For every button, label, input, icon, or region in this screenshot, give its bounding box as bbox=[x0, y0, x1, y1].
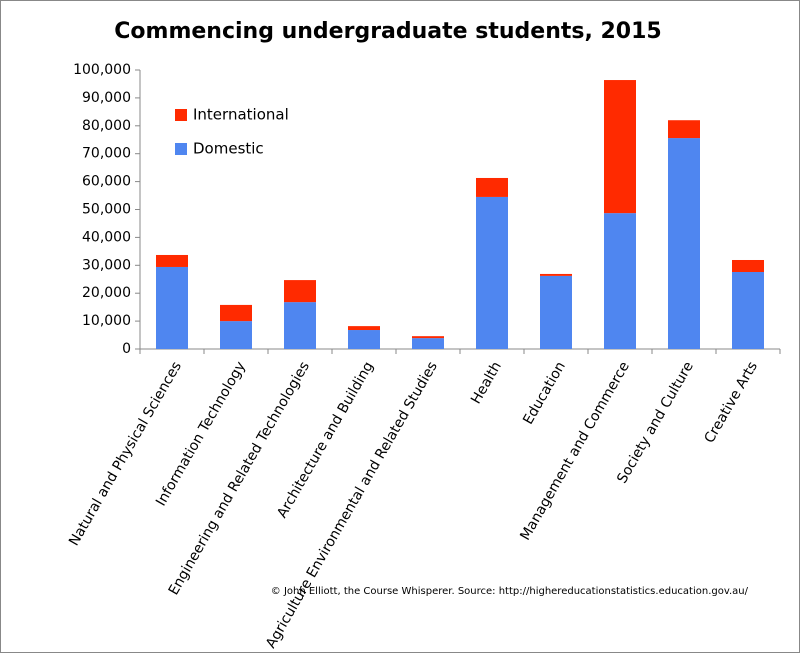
y-tick-label: 90,000 bbox=[82, 90, 131, 106]
y-tick-label: 30,000 bbox=[82, 257, 131, 273]
bar-segment bbox=[604, 213, 636, 349]
y-tick-label: 0 bbox=[122, 341, 131, 357]
bar-segment bbox=[156, 254, 188, 267]
bar-segment bbox=[476, 177, 508, 197]
bar-segment bbox=[284, 302, 316, 349]
y-tick-label: 80,000 bbox=[82, 118, 131, 134]
legend-label: International bbox=[193, 106, 289, 124]
bar-segment bbox=[668, 120, 700, 139]
y-tick-label: 10,000 bbox=[82, 313, 131, 329]
bar-segment bbox=[604, 80, 636, 214]
legend-swatch bbox=[175, 143, 187, 155]
bar-segment bbox=[732, 259, 764, 272]
bar-segment bbox=[220, 321, 252, 349]
y-tick-label: 70,000 bbox=[82, 146, 131, 162]
bar-segment bbox=[412, 338, 444, 349]
legend-label: Domestic bbox=[193, 140, 264, 158]
bar-segment bbox=[412, 336, 444, 339]
bar-segment bbox=[668, 138, 700, 349]
chart-title: Commencing undergraduate students, 2015 bbox=[114, 19, 661, 44]
y-tick-label: 50,000 bbox=[82, 202, 131, 218]
legend-swatch bbox=[175, 109, 187, 121]
bar-segment bbox=[156, 266, 188, 349]
y-tick-label: 40,000 bbox=[82, 229, 131, 245]
bar-segment bbox=[348, 330, 380, 349]
bar-segment bbox=[220, 304, 252, 322]
source-note: © John Elliott, the Course Whisperer. So… bbox=[271, 586, 749, 597]
bar-segment bbox=[284, 280, 316, 303]
y-tick-label: 20,000 bbox=[82, 285, 131, 301]
bar-segment bbox=[348, 326, 380, 331]
bar-segment bbox=[540, 273, 572, 276]
bar-segment bbox=[540, 275, 572, 349]
bar-segment bbox=[476, 196, 508, 349]
bar-segment bbox=[732, 271, 764, 349]
y-tick-label: 60,000 bbox=[82, 174, 131, 190]
y-tick-label: 100,000 bbox=[73, 62, 131, 78]
